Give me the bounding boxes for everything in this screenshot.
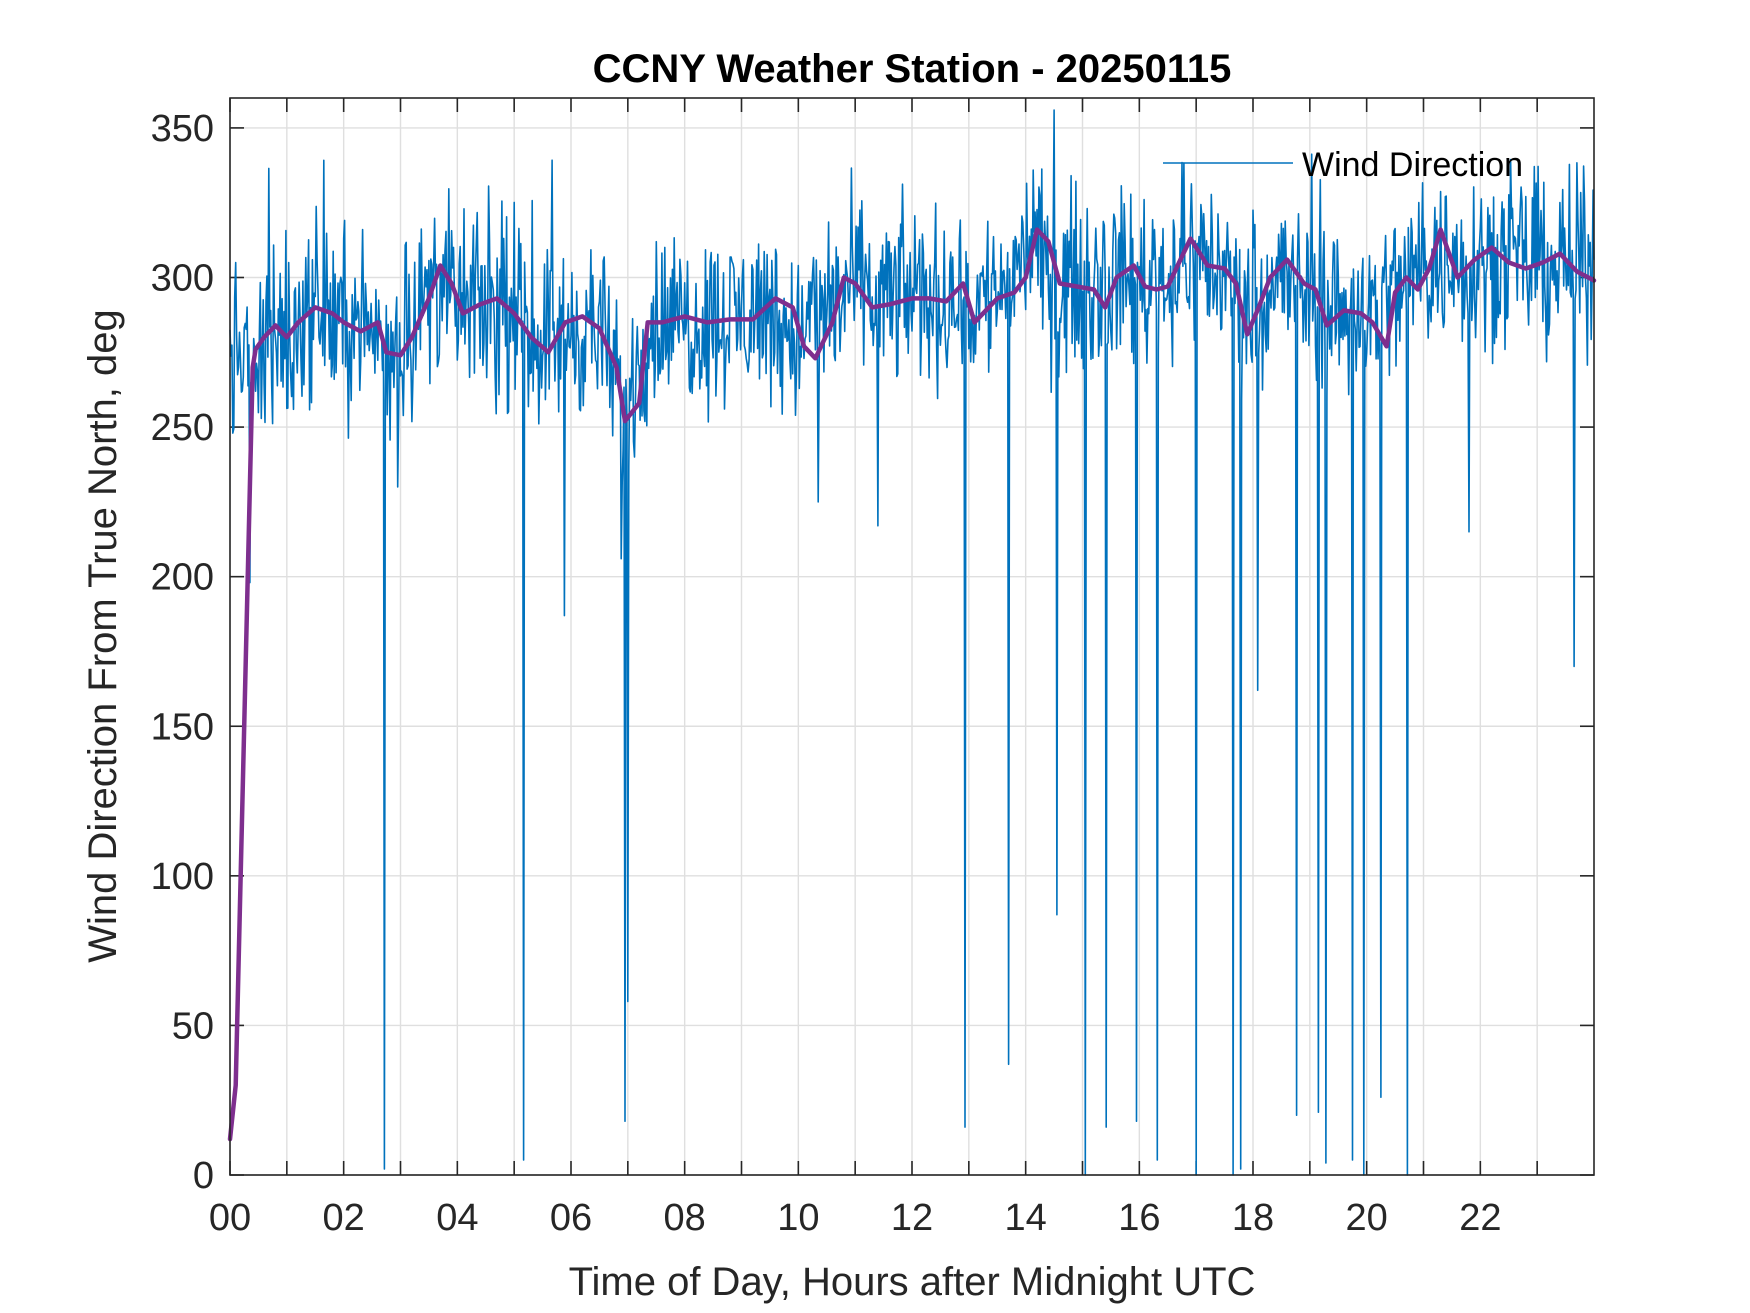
wind-direction-line [229, 109, 1595, 1176]
running-mean-line [227, 227, 1597, 1142]
y-axis-label: Wind Direction From True North, deg [81, 309, 125, 963]
y-tick-label: 250 [151, 407, 214, 449]
x-tick-label: 14 [1005, 1197, 1047, 1239]
x-axis-label: Time of Day, Hours after Midnight UTC [569, 1260, 1256, 1304]
x-tick-label: 06 [550, 1197, 592, 1239]
y-tick-label: 50 [172, 1005, 214, 1047]
x-tick-label: 12 [891, 1197, 933, 1239]
legend-entry-wind-direction: Wind Direction [1302, 146, 1523, 184]
x-tick-label: 04 [436, 1197, 478, 1239]
y-tick-label: 350 [151, 108, 214, 150]
x-tick-label: 22 [1459, 1197, 1501, 1239]
x-tick-label: 18 [1232, 1197, 1274, 1239]
axes-box [229, 97, 1595, 1176]
x-tick-label: 08 [664, 1197, 706, 1239]
y-tick-label: 150 [151, 706, 214, 748]
tick-labels: 00 02 04 06 08 10 12 14 16 18 20 22 0 50 100 150 200 250 3… [151, 108, 1502, 1239]
x-tick-label: 16 [1118, 1197, 1160, 1239]
legend: Wind Direction [1163, 146, 1523, 184]
y-tick-label: 200 [151, 557, 214, 599]
x-tick-label: 00 [209, 1197, 251, 1239]
x-tick-label: 20 [1346, 1197, 1388, 1239]
y-tick-label: 0 [193, 1155, 214, 1197]
y-tick-label: 100 [151, 856, 214, 898]
x-tick-label: 02 [323, 1197, 365, 1239]
y-tick-label: 300 [151, 258, 214, 300]
chart-title: CCNY Weather Station - 20250115 [593, 47, 1232, 91]
x-tick-label: 10 [777, 1197, 819, 1239]
data-series [227, 109, 1597, 1176]
